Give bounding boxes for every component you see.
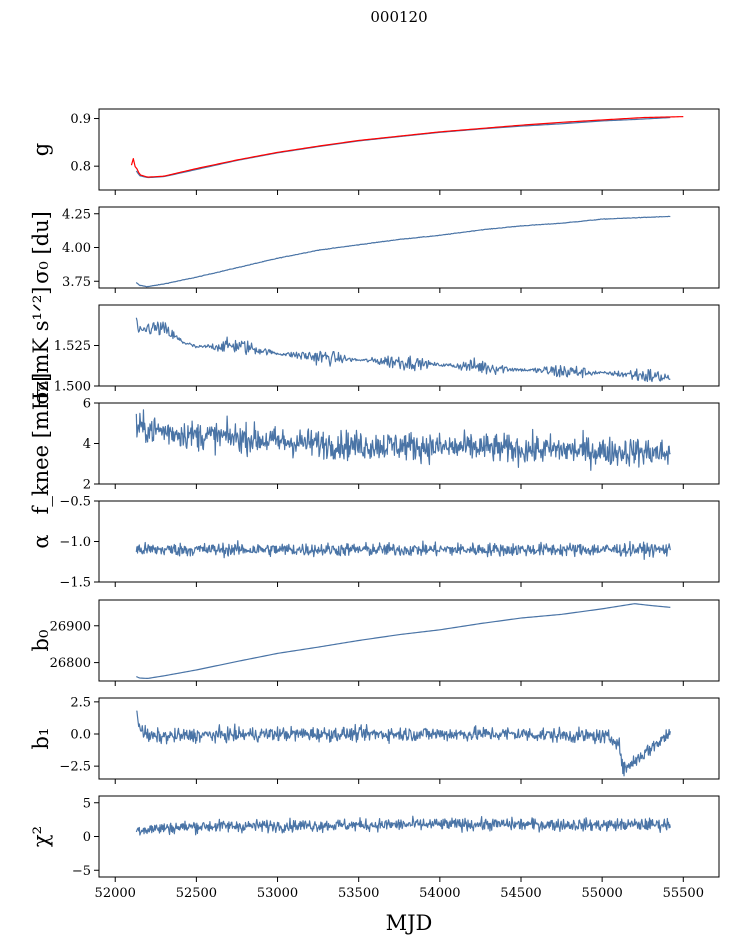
axes-frame: [98, 108, 720, 191]
y-axis-label: b₀: [29, 630, 53, 652]
series-group: [130, 116, 684, 179]
series-line-1: [135, 815, 671, 836]
series-line-2: [130, 116, 684, 178]
y-axis-label: b₁: [29, 728, 53, 750]
y-axis-label: f_knee [mHz]: [29, 373, 53, 515]
y-tick-label: −2.5: [59, 760, 91, 775]
series-line-1: [135, 215, 671, 288]
panel-5: −1.5 −1.0 −0.5 α: [29, 495, 720, 591]
y-axis-label: σ₀[mK s¹ᐟ²]: [29, 287, 53, 405]
axes-frame: [98, 599, 720, 682]
series-line-1: [136, 710, 671, 777]
series-group: [135, 215, 671, 288]
x-tick-label: 55500: [663, 886, 704, 901]
y-tick-label: 26900: [50, 619, 91, 634]
x-tick-label: 52500: [176, 886, 217, 901]
y-axis-label: α: [29, 534, 53, 548]
y-tick-label: 4.00: [62, 241, 91, 256]
series-line-1: [135, 540, 671, 560]
y-tick-label: 5: [83, 796, 91, 811]
y-axis-label: σ₀ [du]: [29, 211, 53, 284]
y-axis-label: χ²: [29, 826, 53, 847]
y-tick-label: 0.0: [70, 728, 91, 743]
y-tick-label: −1.0: [59, 535, 91, 550]
y-tick-label: 4.25: [62, 207, 91, 222]
y-tick-label: 1.500: [54, 380, 91, 395]
series-group: [136, 710, 671, 777]
y-tick-label: 3.75: [62, 275, 91, 290]
y-tick-label: 0: [83, 830, 91, 845]
x-tick-label: 52000: [95, 886, 136, 901]
series-line-1: [135, 409, 671, 471]
x-tick-label: 53000: [257, 886, 298, 901]
y-axis-label: g: [29, 143, 53, 156]
series-group: [135, 317, 671, 383]
y-tick-label: −5: [72, 864, 91, 879]
axes-frame: [98, 206, 720, 289]
panels: 0.8 0.9 g 3.75 4.00 4.25 σ₀ [du] 1.500 1.525σ₀[m…: [29, 108, 720, 901]
y-tick-label: 26800: [50, 656, 91, 671]
y-tick-label: 1.525: [54, 339, 91, 354]
axes-frame: [98, 795, 720, 878]
x-tick-label: 54000: [419, 886, 460, 901]
panel-8: −5 0 5 52000 52500 53000 53500 54000 54500 55000 5…: [29, 795, 720, 901]
y-tick-label: 2: [83, 478, 91, 493]
x-axis-label: MJD: [386, 911, 433, 935]
series-group: [135, 409, 671, 471]
y-tick-label: 4: [83, 437, 91, 452]
y-tick-label: −1.5: [59, 576, 91, 591]
axes-frame: [98, 697, 720, 780]
axes-frame: [98, 500, 720, 583]
panel-4: 2 4 6 f_knee [mHz]: [29, 373, 720, 515]
y-tick-label: 0.9: [70, 112, 91, 127]
y-tick-label: 2.5: [70, 695, 91, 710]
series-line-1: [135, 116, 671, 179]
series-group: [135, 540, 671, 560]
series-group: [136, 603, 671, 679]
panel-7: −2.5 0.0 2.5 b₁: [29, 695, 720, 784]
series-group: [135, 815, 671, 836]
panel-1: 0.8 0.9 g: [29, 108, 720, 195]
panel-2: 3.75 4.00 4.25 σ₀ [du]: [29, 206, 720, 293]
y-tick-label: −0.5: [59, 495, 91, 510]
x-tick-label: 53500: [338, 886, 379, 901]
series-line-1: [135, 317, 671, 383]
x-tick-label: 54500: [500, 886, 541, 901]
figure-title: 000120: [370, 8, 427, 26]
y-tick-label: 0.8: [70, 160, 91, 175]
x-tick-label: 55000: [581, 886, 622, 901]
series-line-1: [136, 603, 671, 679]
y-tick-label: 6: [83, 397, 91, 412]
